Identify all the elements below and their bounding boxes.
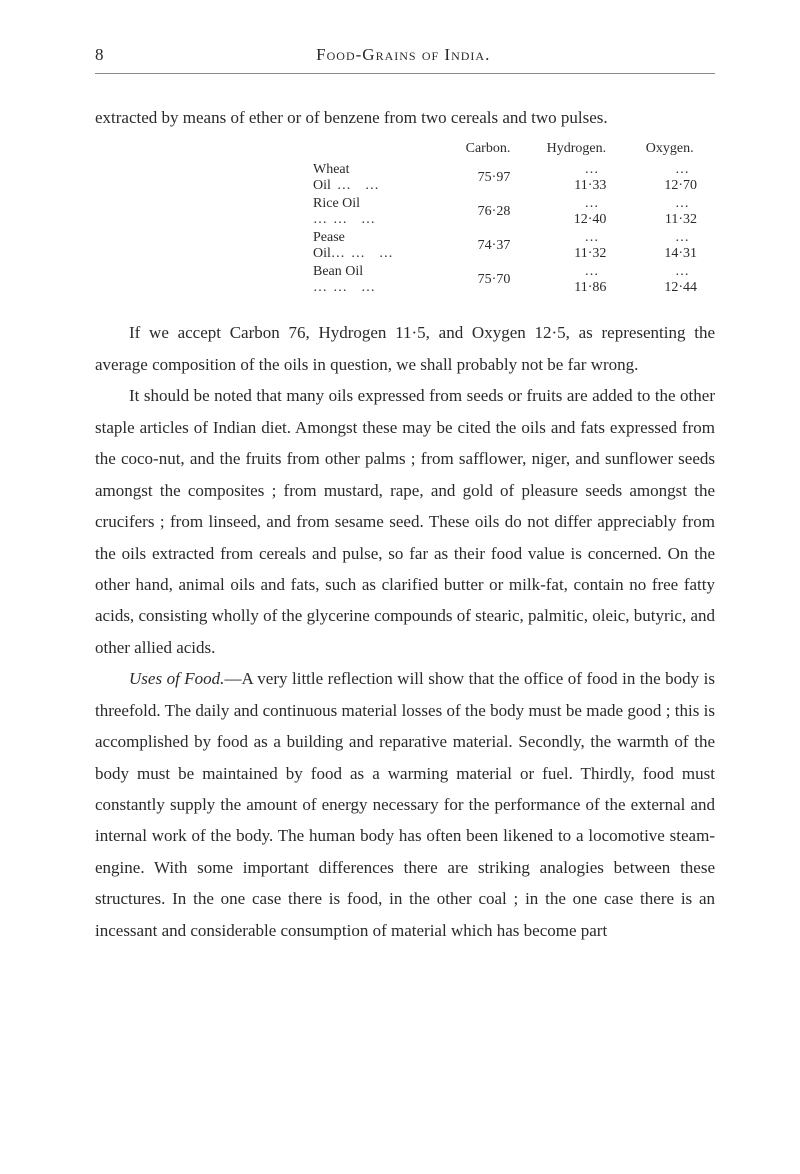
cell-carbon: 76·28 xyxy=(448,195,529,229)
dots: … xyxy=(327,212,355,227)
oil-composition-table: Carbon. Hydrogen. Oxygen. Wheat Oil…… 75… xyxy=(295,141,715,297)
dots: … xyxy=(359,178,387,193)
cell-hydrogen: 11·33 xyxy=(574,178,606,193)
table-row: Rice Oil ……… 76·28 …12·40 …11·32 xyxy=(295,195,715,229)
col-hydrogen: Hydrogen. xyxy=(528,141,624,161)
cell-oxygen: 14·31 xyxy=(664,246,697,261)
header-rule xyxy=(95,73,715,74)
table-header-row: Carbon. Hydrogen. Oxygen. xyxy=(295,141,715,161)
cell-oxygen: 11·32 xyxy=(665,212,697,227)
paragraph-4: Uses of Food.—A very little reflection w… xyxy=(95,663,715,946)
table-row: Bean Oil ……… 75·70 …11·86 …12·44 xyxy=(295,263,715,297)
cell-oxygen: 12·44 xyxy=(664,280,697,295)
dots: … xyxy=(355,280,383,295)
dots: … xyxy=(373,246,401,261)
uses-of-food-lead: Uses of Food. xyxy=(129,669,224,688)
table-row: Pease Oil……… 74·37 …11·32 …14·31 xyxy=(295,229,715,263)
cell-carbon: 74·37 xyxy=(448,229,529,263)
table-row: Wheat Oil…… 75·97 …11·33 …12·70 xyxy=(295,161,715,195)
running-head: Food-Grains of India. xyxy=(316,45,490,65)
cell-hydrogen: 11·32 xyxy=(574,246,606,261)
paragraph-2: If we accept Carbon 76, Hydrogen 11·5, a… xyxy=(95,317,715,380)
page-header: 8 Food-Grains of India. xyxy=(95,45,715,65)
cell-carbon: 75·70 xyxy=(448,263,529,297)
paragraph-4-rest: —A very little reflection will show that… xyxy=(95,669,715,940)
col-carbon: Carbon. xyxy=(448,141,529,161)
dots: … xyxy=(331,178,359,193)
cell-oxygen: 12·70 xyxy=(664,178,697,193)
cell-hydrogen: 11·86 xyxy=(574,280,606,295)
page-number: 8 xyxy=(95,45,104,65)
dots: … xyxy=(345,246,373,261)
col-oxygen: Oxygen. xyxy=(624,141,715,161)
paragraph-3: It should be noted that many oils expres… xyxy=(95,380,715,663)
dots: … xyxy=(327,280,355,295)
intro-paragraph: extracted by means of ether or of benzen… xyxy=(95,102,715,133)
cell-carbon: 75·97 xyxy=(448,161,529,195)
row-label: Pease Oil… xyxy=(313,230,345,261)
cell-hydrogen: 12·40 xyxy=(574,212,607,227)
dots: … xyxy=(355,212,383,227)
table-body: Wheat Oil…… 75·97 …11·33 …12·70 Rice Oil… xyxy=(295,161,715,297)
